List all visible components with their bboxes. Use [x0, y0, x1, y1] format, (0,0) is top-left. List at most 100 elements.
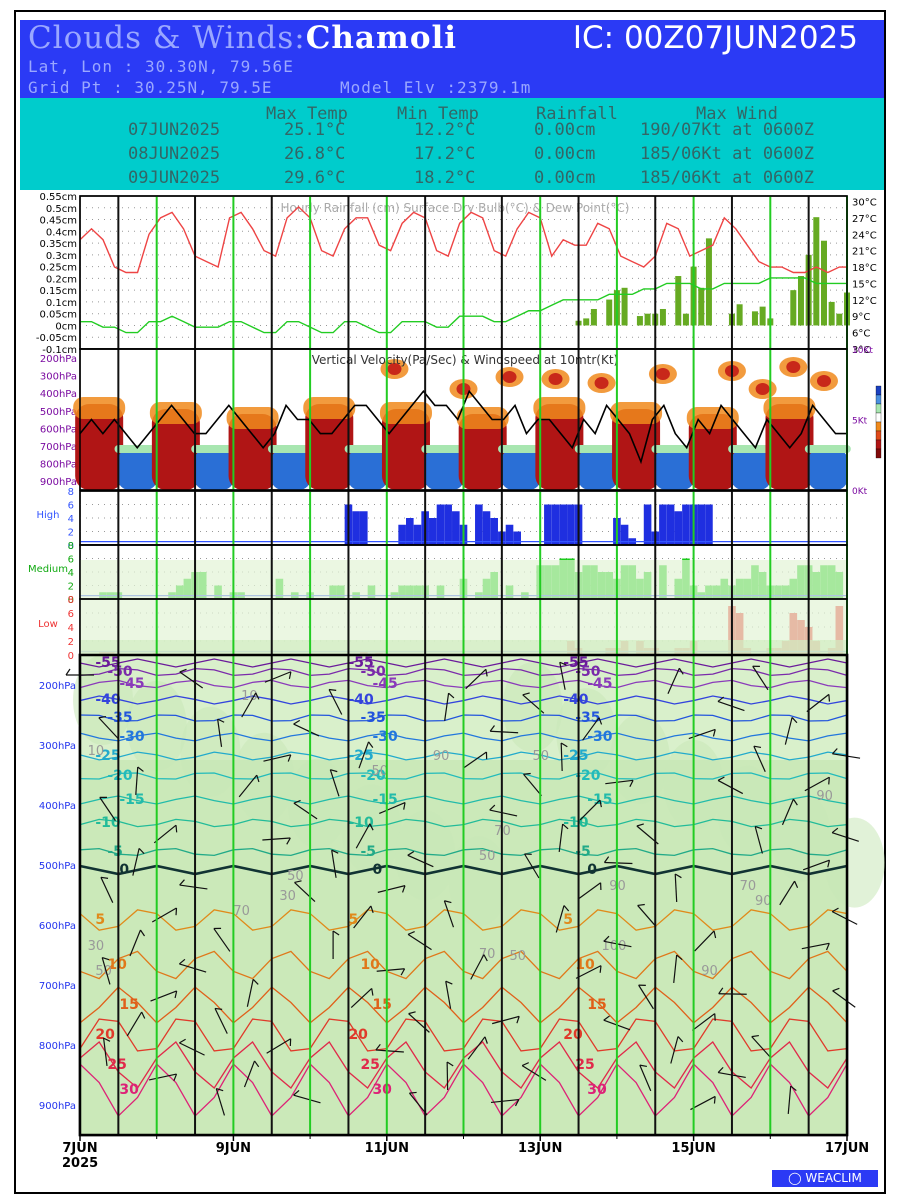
downdraft-edge: [191, 445, 238, 453]
cloud-bar: [352, 511, 360, 545]
wind-barb-flag: [563, 905, 570, 912]
wind-barb-shaft: [153, 824, 177, 844]
wind-barb: [246, 978, 259, 1007]
wind-barb: [264, 671, 292, 683]
wind-barb-flag: [213, 927, 222, 930]
col-header-max-temp: Max Temp: [266, 104, 348, 124]
wind-barb-shaft: [350, 988, 373, 1008]
wind-barb-shaft: [560, 742, 563, 772]
rh-label: 90: [701, 964, 718, 979]
updraft-edge: [686, 407, 739, 429]
temp-tick-label: 6°C: [852, 329, 870, 340]
wind-barb: [751, 1034, 771, 1058]
contour-label: -50: [107, 664, 133, 680]
cloud-bar: [705, 504, 713, 545]
wind-barb: [753, 745, 766, 773]
wind-barb-shaft: [490, 1098, 519, 1104]
rh-label: 30: [279, 889, 296, 904]
wind-barb-flag: [286, 837, 291, 845]
panel1-title: Hourly Rainfall (cm) Surface Dry Bulb(°C…: [281, 201, 630, 215]
row3-max-wind: 185/06Kt at 0600Z: [640, 168, 814, 188]
wind-barb: [101, 956, 111, 985]
wind-barb-shaft: [670, 1036, 679, 1064]
wind-barb-flag: [407, 850, 415, 856]
wind-barb: [238, 774, 260, 798]
rh-label: 10: [241, 689, 258, 704]
wind-barb-shaft: [558, 824, 564, 852]
pressure-label: 200hPa: [39, 681, 76, 692]
rh-patch: [556, 688, 617, 779]
cloud-bar: [559, 504, 568, 545]
wind-barb-shaft: [376, 968, 405, 972]
wind-barb-shaft: [467, 1036, 486, 1060]
wind-barb: [126, 1011, 146, 1037]
summary-table: Max Temp Min Temp Rainfall Max Wind 07JU…: [20, 98, 884, 190]
vv-right-tick: 5Kt: [852, 417, 868, 427]
wind-barb-shaft: [443, 900, 455, 928]
cloud-bar: [513, 531, 521, 545]
cloud-tick-label: 8: [68, 595, 74, 606]
wind-barb: [99, 796, 116, 821]
wind-barb: [262, 837, 291, 845]
header-bar: Clouds & Winds:Chamoli IC: 00Z07JUN2025 …: [20, 20, 884, 98]
wind-barb: [179, 1038, 205, 1056]
updraft-edge: [303, 397, 356, 419]
row3-date: 09JUN2025: [128, 168, 221, 188]
wind-barb-flag: [637, 903, 645, 907]
wind-barb-flag: [831, 748, 838, 755]
downdraft-edge: [498, 445, 545, 453]
cloud-tick-label: 8: [68, 541, 74, 552]
contour-label: -40: [348, 692, 374, 708]
contour-label: -15: [587, 792, 612, 808]
wind-barb: [293, 1090, 321, 1104]
wind-barb-flag: [752, 665, 760, 667]
wind-barb-flag: [252, 978, 259, 985]
wind-barb-flag: [408, 1011, 416, 1015]
wind-barb-shaft: [831, 832, 859, 842]
row1-max-wind: 190/07Kt at 0600Z: [640, 120, 814, 140]
updraft-edge: [456, 407, 509, 429]
wind-barb-shaft: [521, 1065, 547, 1081]
wind-barb: [129, 929, 146, 957]
rain-tick-label: 0.55cm: [39, 192, 77, 203]
wind-barb-shaft: [490, 730, 519, 734]
vv-cell-core: [548, 373, 563, 385]
cloud-bar: [567, 504, 575, 545]
updraft-edge: [763, 397, 816, 419]
rain-bar: [705, 238, 712, 326]
wind-barb-flag: [139, 929, 146, 937]
wind-barb-flag: [331, 849, 339, 854]
wind-barb: [377, 885, 406, 893]
wind-barb-flag: [712, 729, 716, 737]
wind-barb-flag: [751, 1034, 759, 1038]
wind-barb: [179, 668, 204, 689]
colorbar-cell: [875, 403, 882, 414]
wind-barb: [266, 1038, 292, 1054]
vv-cell-core: [387, 363, 402, 375]
wind-barb-shaft: [263, 754, 291, 762]
wind-barb-shaft: [577, 882, 601, 900]
wind-barb-flag: [102, 956, 110, 961]
wind-barb: [603, 856, 633, 865]
vv-cell-core: [502, 371, 517, 383]
contour-label: -30: [587, 729, 613, 745]
wind-barb: [575, 965, 602, 979]
row2-max-wind: 185/06Kt at 0600Z: [640, 144, 814, 164]
updraft-region: [688, 414, 737, 490]
contour-label: 10: [360, 957, 380, 973]
wind-barb-shaft: [377, 885, 406, 893]
wind-barb: [465, 668, 488, 690]
wind-barb: [379, 801, 406, 815]
cloud-tick-label: 6: [68, 501, 74, 512]
rain-bar: [590, 308, 597, 326]
temp-tick-label: 15°C: [852, 279, 877, 290]
cloud-tick-label: 2: [68, 637, 74, 648]
wind-barb: [243, 1060, 260, 1088]
wind-barb: [605, 779, 634, 788]
wind-barb-flag: [674, 873, 682, 879]
wind-barb-flag: [175, 825, 178, 833]
date-tick-label: 15JUN: [671, 1141, 715, 1156]
wind-barb-shaft: [100, 877, 114, 903]
wind-barb-flag: [636, 823, 644, 827]
wind-barb: [784, 717, 798, 745]
